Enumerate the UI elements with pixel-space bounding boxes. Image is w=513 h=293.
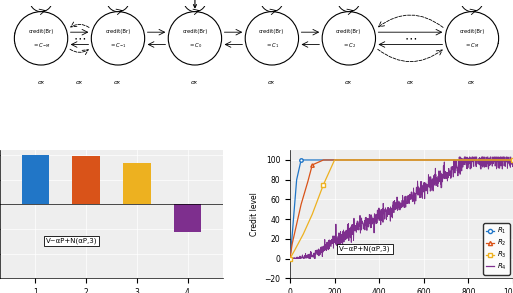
Text: $= C_2$: $= C_2$ (342, 42, 356, 50)
Text: credit(Br): credit(Br) (105, 29, 131, 34)
Circle shape (245, 12, 299, 65)
Text: $\cdots$: $\cdots$ (404, 32, 417, 45)
Text: $= C_M$: $= C_M$ (464, 42, 480, 50)
Text: $\sigma_X$: $\sigma_X$ (467, 79, 477, 87)
Circle shape (168, 12, 222, 65)
Text: $\sigma_X$: $\sigma_X$ (190, 79, 200, 87)
Legend: $R_1$, $R_2$, $R_3$, $R_4$: $R_1$, $R_2$, $R_3$, $R_4$ (483, 223, 509, 275)
Text: credit(Br): credit(Br) (28, 29, 54, 34)
Text: Initialize: Initialize (179, 0, 211, 8)
Circle shape (322, 12, 376, 65)
Text: $\sigma_X$: $\sigma_X$ (36, 79, 46, 87)
Text: $= C_1$: $= C_1$ (265, 42, 279, 50)
Y-axis label: Credit level: Credit level (250, 192, 259, 236)
Text: credit(Br): credit(Br) (182, 29, 208, 34)
Circle shape (445, 12, 499, 65)
Text: $\cdots$: $\cdots$ (73, 32, 86, 45)
Text: $= C_0$: $= C_0$ (188, 42, 202, 50)
Text: V~αP+N(αP,3): V~αP+N(αP,3) (339, 246, 390, 252)
Text: $\sigma_X$: $\sigma_X$ (267, 79, 277, 87)
Text: credit(Br): credit(Br) (459, 29, 485, 34)
Text: $\sigma_X$: $\sigma_X$ (406, 79, 415, 87)
Text: V~αP+N(αP,3): V~αP+N(αP,3) (46, 238, 97, 244)
Bar (123, 163, 151, 205)
Text: $= C_{-M}$: $= C_{-M}$ (32, 42, 50, 50)
Text: $= C_{-1}$: $= C_{-1}$ (109, 42, 127, 50)
Text: $\sigma_X$: $\sigma_X$ (113, 79, 123, 87)
Circle shape (91, 12, 145, 65)
Text: credit(Br): credit(Br) (336, 29, 362, 34)
Circle shape (14, 12, 68, 65)
Bar (72, 156, 100, 205)
Bar (22, 155, 49, 205)
Text: $\sigma_X$: $\sigma_X$ (75, 79, 84, 87)
Text: $\sigma_X$: $\sigma_X$ (344, 79, 353, 87)
Text: credit(Br): credit(Br) (259, 29, 285, 34)
Bar (173, 205, 202, 232)
